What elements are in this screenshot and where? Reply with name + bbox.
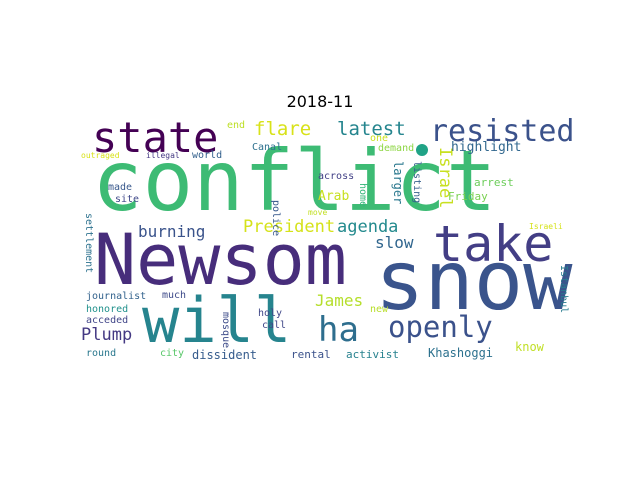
word-cloud: conflict Newsom snow will take state ha …: [78, 113, 575, 364]
word-israeli: Israeli: [529, 222, 563, 231]
word-ha: ha: [318, 310, 359, 350]
word-canal: Canal: [252, 142, 283, 153]
word-listing: listing: [411, 161, 422, 204]
word-friday: Friday: [448, 190, 488, 203]
word-istanbul: Istanbul: [558, 265, 569, 314]
word-conflict: conflict: [92, 132, 497, 230]
word-arab: Arab: [318, 189, 350, 204]
word-will: will: [142, 284, 292, 357]
word-illegal: illegal: [146, 151, 180, 160]
word-round: round: [86, 348, 117, 359]
word-one: one: [370, 133, 389, 144]
word-call: call: [262, 320, 287, 331]
word-dissident: dissident: [192, 348, 258, 362]
word-arrest: arrest: [474, 176, 514, 189]
word-larger: larger: [391, 161, 405, 205]
word-agenda: agenda: [337, 217, 399, 237]
word-site: site: [115, 194, 140, 205]
word-resisted: resisted: [430, 114, 575, 149]
word-move: move: [308, 208, 328, 217]
word-outraged: outraged: [81, 151, 120, 160]
word-slow: slow: [375, 233, 414, 252]
word-highlight: highlight: [451, 140, 522, 155]
word-world: world: [192, 150, 223, 161]
word-snow: snow: [375, 234, 573, 329]
word-newsom: Newsom: [94, 219, 347, 301]
word-burning: burning: [138, 222, 206, 241]
word-settlement: settlement: [83, 213, 94, 274]
word-mosque: mosque: [220, 312, 231, 349]
word-rental: rental: [291, 348, 331, 361]
word-honored: honored: [86, 304, 129, 315]
chart-title: 2018-11: [286, 92, 354, 111]
word-journalist: journalist: [86, 291, 147, 302]
word-made: made: [108, 182, 133, 193]
word-home: home: [357, 183, 368, 208]
word-much: much: [162, 290, 187, 301]
word-plump: Plump: [81, 325, 133, 345]
word-state: state: [92, 113, 219, 162]
word-demand: demand: [378, 143, 415, 154]
word-know: know: [515, 340, 544, 354]
word-end: end: [227, 120, 246, 131]
word-acceded: acceded: [86, 315, 129, 326]
word-openly: openly: [388, 310, 493, 344]
word-james: James: [315, 291, 364, 310]
word-flare: flare: [254, 118, 312, 140]
word-take: take: [433, 215, 554, 273]
word-latest: latest: [337, 118, 406, 140]
word-khashoggi: Khashoggi: [428, 346, 494, 360]
word-city: city: [160, 348, 185, 359]
word-across: across: [318, 171, 355, 182]
word-police: police: [270, 200, 281, 237]
word-president: President: [243, 217, 336, 237]
word-conflict-dot: [416, 144, 428, 156]
word-new: new: [370, 304, 389, 315]
word-holy: holy: [258, 308, 283, 319]
word-activist: activist: [346, 348, 399, 361]
